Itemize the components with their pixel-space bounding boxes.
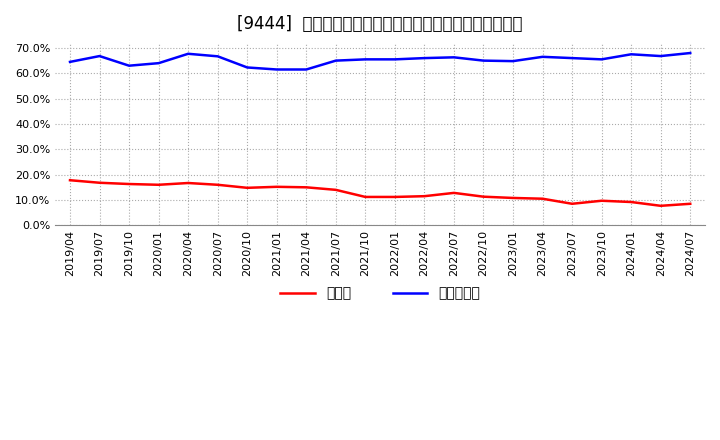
Line: 現顀金: 現顀金 [70,180,690,206]
有利子負債 [657,53,665,59]
現顀金 [449,190,458,195]
現顀金 [331,187,340,192]
有利子負債 [480,58,488,63]
現顀金 [66,178,74,183]
有利子負債 [361,57,369,62]
有利子負債 [420,55,428,61]
有利子負債 [331,58,340,63]
現顀金 [480,194,488,199]
現顀金 [272,184,281,190]
有利子負債 [66,59,74,65]
Line: 有利子負債: 有利子負債 [70,53,690,70]
現顀金 [598,198,606,203]
現顀金 [568,201,577,206]
現顀金 [95,180,104,185]
現顀金 [243,185,251,191]
有利子負債 [184,51,192,56]
有利子負債 [509,59,518,64]
有利子負債 [598,57,606,62]
有利子負債 [539,54,547,59]
現顀金 [627,199,636,205]
有利子負債 [302,67,310,72]
有利子負債 [390,57,399,62]
有利子負債 [154,61,163,66]
有利子負債 [95,53,104,59]
有利子負債 [125,63,133,68]
現顀金 [361,194,369,200]
Legend: 現顀金, 有利子負債: 現顀金, 有利子負債 [274,281,486,306]
現顀金 [686,201,695,206]
Title: [9444]  現顀金、有利子負債の総資産に対する比率の推移: [9444] 現顀金、有利子負債の総資産に対する比率の推移 [238,15,523,33]
有利子負債 [686,51,695,56]
有利子負債 [568,55,577,61]
現顀金 [420,194,428,199]
有利子負債 [627,51,636,57]
現顀金 [125,181,133,187]
現顀金 [213,182,222,187]
現顀金 [154,182,163,187]
現顀金 [302,185,310,190]
有利子負債 [449,55,458,60]
有利子負債 [272,67,281,72]
有利子負債 [243,65,251,70]
現顀金 [509,195,518,201]
現顀金 [184,180,192,186]
現顀金 [390,194,399,200]
現顀金 [539,196,547,202]
有利子負債 [213,54,222,59]
現顀金 [657,203,665,209]
